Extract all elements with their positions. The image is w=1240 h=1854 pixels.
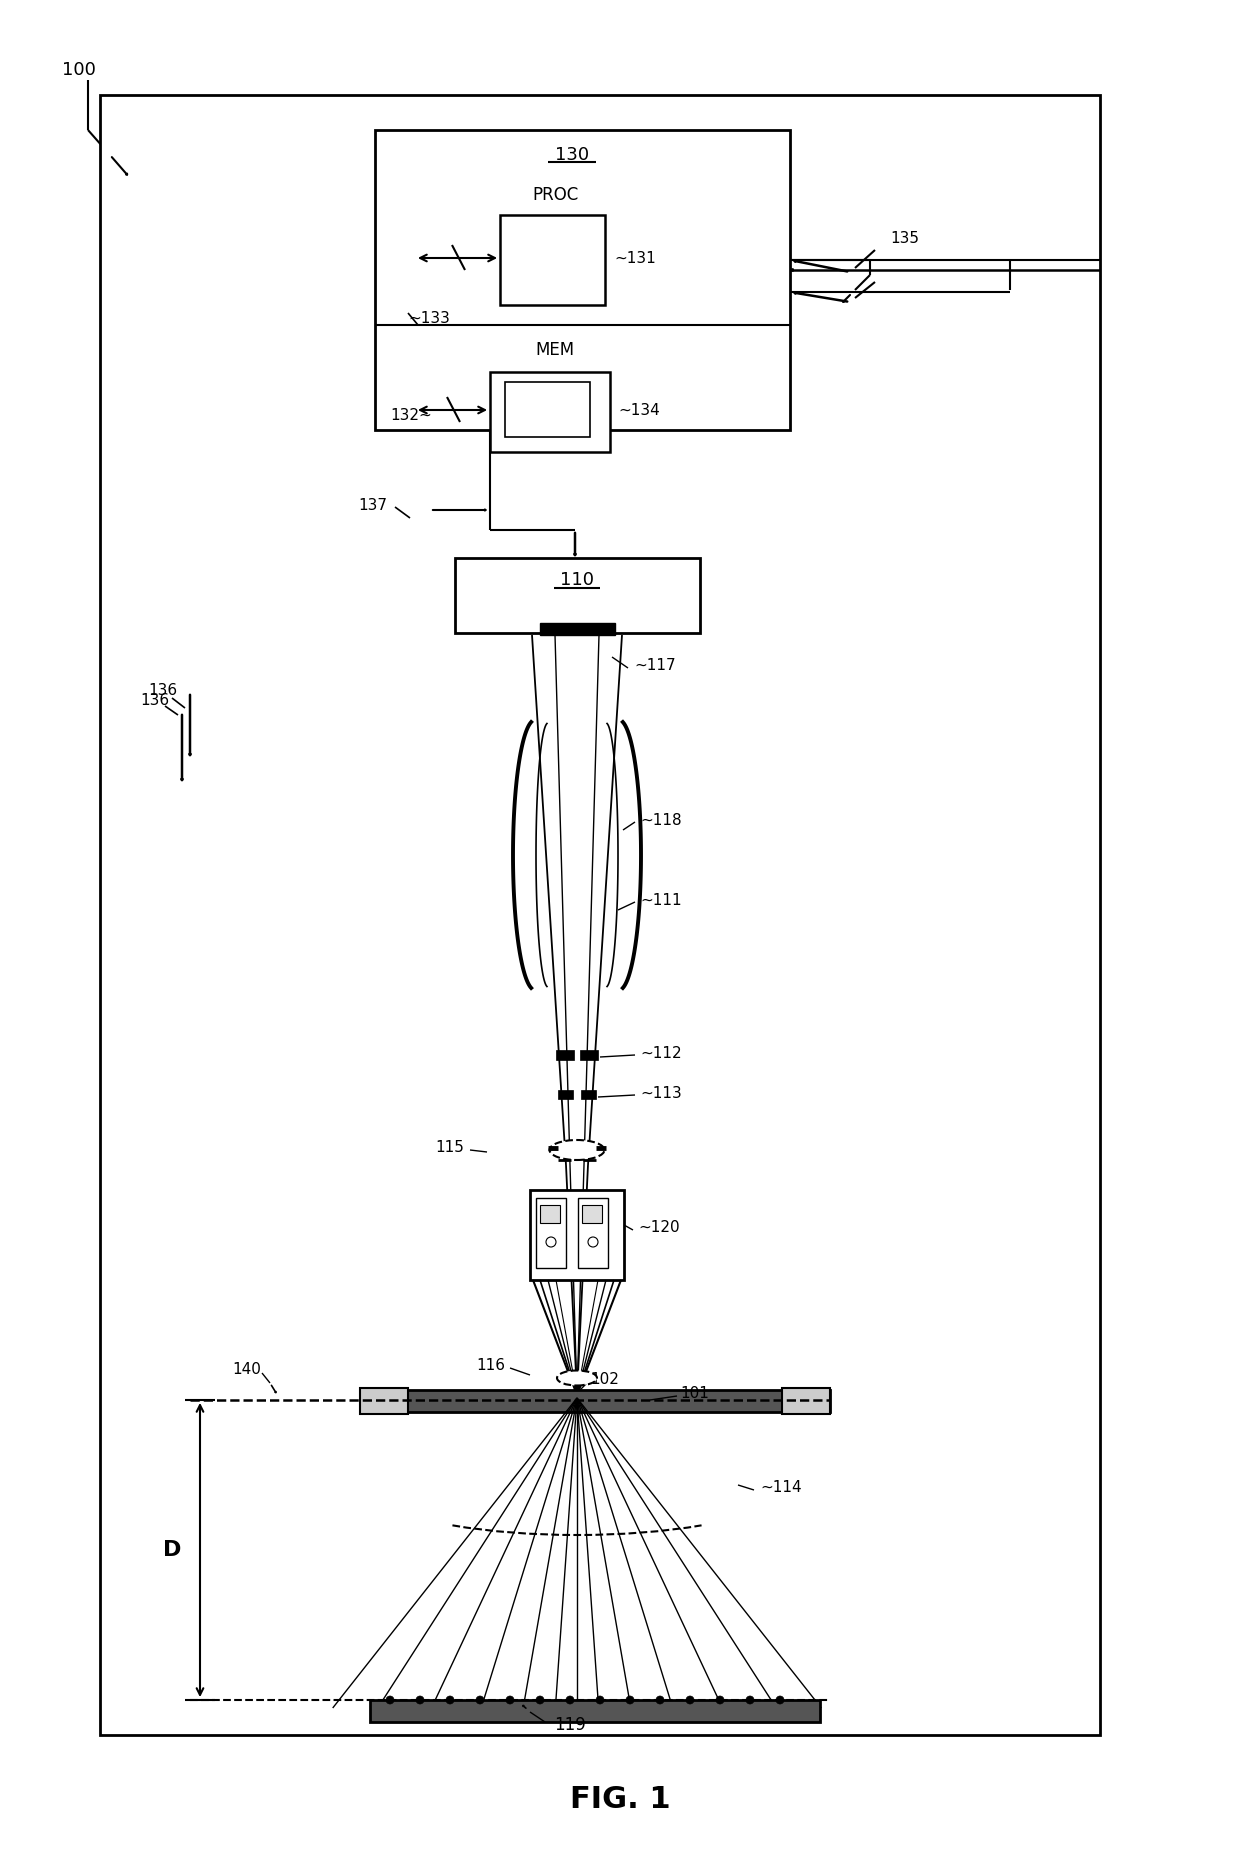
Text: 130: 130 — [556, 146, 589, 163]
Text: 102: 102 — [590, 1372, 619, 1387]
Ellipse shape — [549, 1140, 605, 1161]
Text: ~120: ~120 — [639, 1220, 680, 1235]
Circle shape — [588, 1237, 598, 1248]
Text: 101: 101 — [680, 1385, 709, 1400]
Text: 132~: 132~ — [391, 408, 432, 423]
Text: ~113: ~113 — [640, 1085, 682, 1101]
Circle shape — [715, 1696, 724, 1704]
Bar — [558, 1090, 573, 1099]
Bar — [582, 1090, 596, 1099]
Circle shape — [626, 1696, 634, 1704]
Bar — [782, 1389, 830, 1415]
Circle shape — [776, 1696, 784, 1704]
Text: 140: 140 — [232, 1363, 260, 1378]
Circle shape — [656, 1696, 663, 1704]
Bar — [556, 1049, 574, 1060]
Bar — [490, 373, 610, 452]
Bar — [500, 215, 605, 306]
Text: ~133: ~133 — [408, 310, 450, 326]
Circle shape — [546, 1237, 556, 1248]
Circle shape — [446, 1696, 454, 1704]
Text: 100: 100 — [62, 61, 95, 80]
Text: ~112: ~112 — [640, 1046, 682, 1060]
Circle shape — [506, 1696, 515, 1704]
Circle shape — [565, 1696, 574, 1704]
Bar — [578, 1198, 608, 1268]
Text: 115: 115 — [435, 1140, 464, 1155]
Text: ~114: ~114 — [760, 1481, 801, 1496]
Bar — [539, 623, 615, 636]
Bar — [455, 558, 701, 632]
Circle shape — [415, 1696, 424, 1704]
Text: PROC: PROC — [532, 185, 578, 204]
Bar — [100, 95, 1100, 1735]
Text: 110: 110 — [560, 571, 594, 590]
Bar — [539, 1205, 560, 1224]
Text: ~131: ~131 — [614, 250, 656, 265]
Ellipse shape — [557, 1370, 596, 1385]
Text: 137: 137 — [358, 497, 387, 512]
Text: ~118: ~118 — [640, 812, 682, 827]
Text: ~111: ~111 — [640, 892, 682, 907]
Circle shape — [386, 1696, 394, 1704]
Text: D: D — [162, 1541, 181, 1559]
Text: FIG. 1: FIG. 1 — [569, 1785, 671, 1815]
Circle shape — [596, 1696, 604, 1704]
Bar — [360, 1390, 830, 1413]
Text: ~134: ~134 — [618, 402, 660, 417]
Text: 136: 136 — [148, 682, 177, 697]
Circle shape — [746, 1696, 754, 1704]
Circle shape — [476, 1696, 484, 1704]
Text: 136: 136 — [140, 693, 169, 708]
Text: ~117: ~117 — [634, 658, 676, 673]
Bar — [580, 1049, 598, 1060]
Text: 116: 116 — [476, 1357, 505, 1372]
Bar — [536, 1198, 565, 1268]
Bar — [529, 1190, 624, 1279]
Bar — [582, 1205, 601, 1224]
Circle shape — [536, 1696, 544, 1704]
Bar — [360, 1389, 408, 1415]
Bar — [505, 382, 590, 438]
Text: 119: 119 — [554, 1717, 585, 1733]
Bar — [374, 130, 790, 430]
Text: 135: 135 — [890, 230, 919, 245]
Text: MEM: MEM — [536, 341, 574, 360]
Circle shape — [686, 1696, 694, 1704]
Bar — [370, 1700, 820, 1722]
